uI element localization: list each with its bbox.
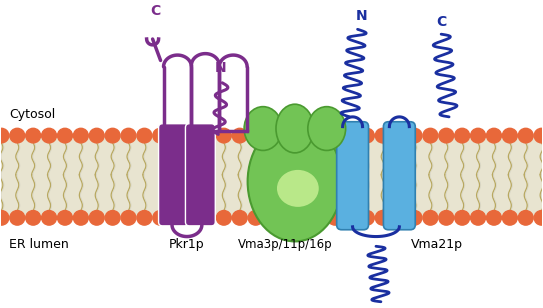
Ellipse shape — [277, 170, 319, 207]
Circle shape — [487, 211, 501, 225]
Text: C: C — [436, 15, 446, 29]
Circle shape — [73, 211, 89, 225]
Circle shape — [42, 211, 56, 225]
Circle shape — [185, 128, 199, 143]
Circle shape — [89, 128, 104, 143]
Circle shape — [121, 128, 136, 143]
Circle shape — [216, 128, 231, 143]
Circle shape — [0, 211, 9, 225]
Circle shape — [359, 211, 374, 225]
Ellipse shape — [276, 104, 314, 153]
Circle shape — [137, 211, 152, 225]
Circle shape — [344, 128, 358, 143]
Circle shape — [407, 211, 422, 225]
Circle shape — [487, 128, 501, 143]
Circle shape — [58, 128, 72, 143]
Circle shape — [518, 128, 533, 143]
Circle shape — [534, 128, 543, 143]
Circle shape — [153, 211, 168, 225]
FancyBboxPatch shape — [159, 124, 188, 226]
Text: N: N — [356, 10, 368, 23]
Text: Pkr1p: Pkr1p — [169, 238, 204, 252]
FancyBboxPatch shape — [337, 122, 369, 230]
Circle shape — [169, 211, 184, 225]
Circle shape — [264, 128, 279, 143]
Circle shape — [200, 128, 216, 143]
Circle shape — [344, 211, 358, 225]
Circle shape — [0, 128, 9, 143]
Circle shape — [105, 128, 120, 143]
Circle shape — [296, 211, 311, 225]
Circle shape — [232, 211, 247, 225]
Circle shape — [89, 211, 104, 225]
Circle shape — [200, 211, 216, 225]
Circle shape — [264, 211, 279, 225]
Circle shape — [232, 128, 247, 143]
Circle shape — [26, 211, 41, 225]
Circle shape — [327, 128, 343, 143]
Circle shape — [26, 128, 41, 143]
Circle shape — [471, 211, 485, 225]
Circle shape — [502, 128, 517, 143]
FancyBboxPatch shape — [186, 124, 215, 226]
Circle shape — [439, 128, 454, 143]
Circle shape — [423, 128, 438, 143]
Circle shape — [327, 211, 343, 225]
Circle shape — [454, 211, 470, 225]
Circle shape — [10, 128, 25, 143]
Text: C: C — [150, 4, 161, 18]
Circle shape — [296, 128, 311, 143]
Text: Vma21p: Vma21p — [411, 238, 463, 252]
Circle shape — [248, 211, 263, 225]
Text: N: N — [214, 61, 226, 75]
Circle shape — [169, 128, 184, 143]
Circle shape — [407, 128, 422, 143]
Ellipse shape — [308, 107, 345, 150]
Circle shape — [312, 128, 327, 143]
Circle shape — [439, 211, 454, 225]
Circle shape — [105, 211, 120, 225]
Circle shape — [391, 211, 406, 225]
Text: Vma3p/11p/16p: Vma3p/11p/16p — [238, 238, 332, 252]
Circle shape — [454, 128, 470, 143]
Circle shape — [375, 211, 390, 225]
Text: ER lumen: ER lumen — [9, 238, 69, 251]
Circle shape — [10, 211, 25, 225]
Circle shape — [359, 128, 374, 143]
Circle shape — [153, 128, 168, 143]
Circle shape — [121, 211, 136, 225]
Circle shape — [137, 128, 152, 143]
Circle shape — [280, 211, 295, 225]
Circle shape — [312, 211, 327, 225]
Circle shape — [42, 128, 56, 143]
Circle shape — [58, 211, 72, 225]
Ellipse shape — [248, 122, 342, 241]
Text: Cytosol: Cytosol — [9, 108, 55, 121]
Circle shape — [391, 128, 406, 143]
Circle shape — [280, 128, 295, 143]
Circle shape — [502, 211, 517, 225]
Bar — [2, 136, 541, 217]
Ellipse shape — [244, 107, 282, 150]
Circle shape — [471, 128, 485, 143]
FancyBboxPatch shape — [383, 122, 415, 230]
Circle shape — [73, 128, 89, 143]
Circle shape — [518, 211, 533, 225]
Circle shape — [423, 211, 438, 225]
Circle shape — [534, 211, 543, 225]
Circle shape — [375, 128, 390, 143]
Circle shape — [216, 211, 231, 225]
Circle shape — [248, 128, 263, 143]
Circle shape — [185, 211, 199, 225]
